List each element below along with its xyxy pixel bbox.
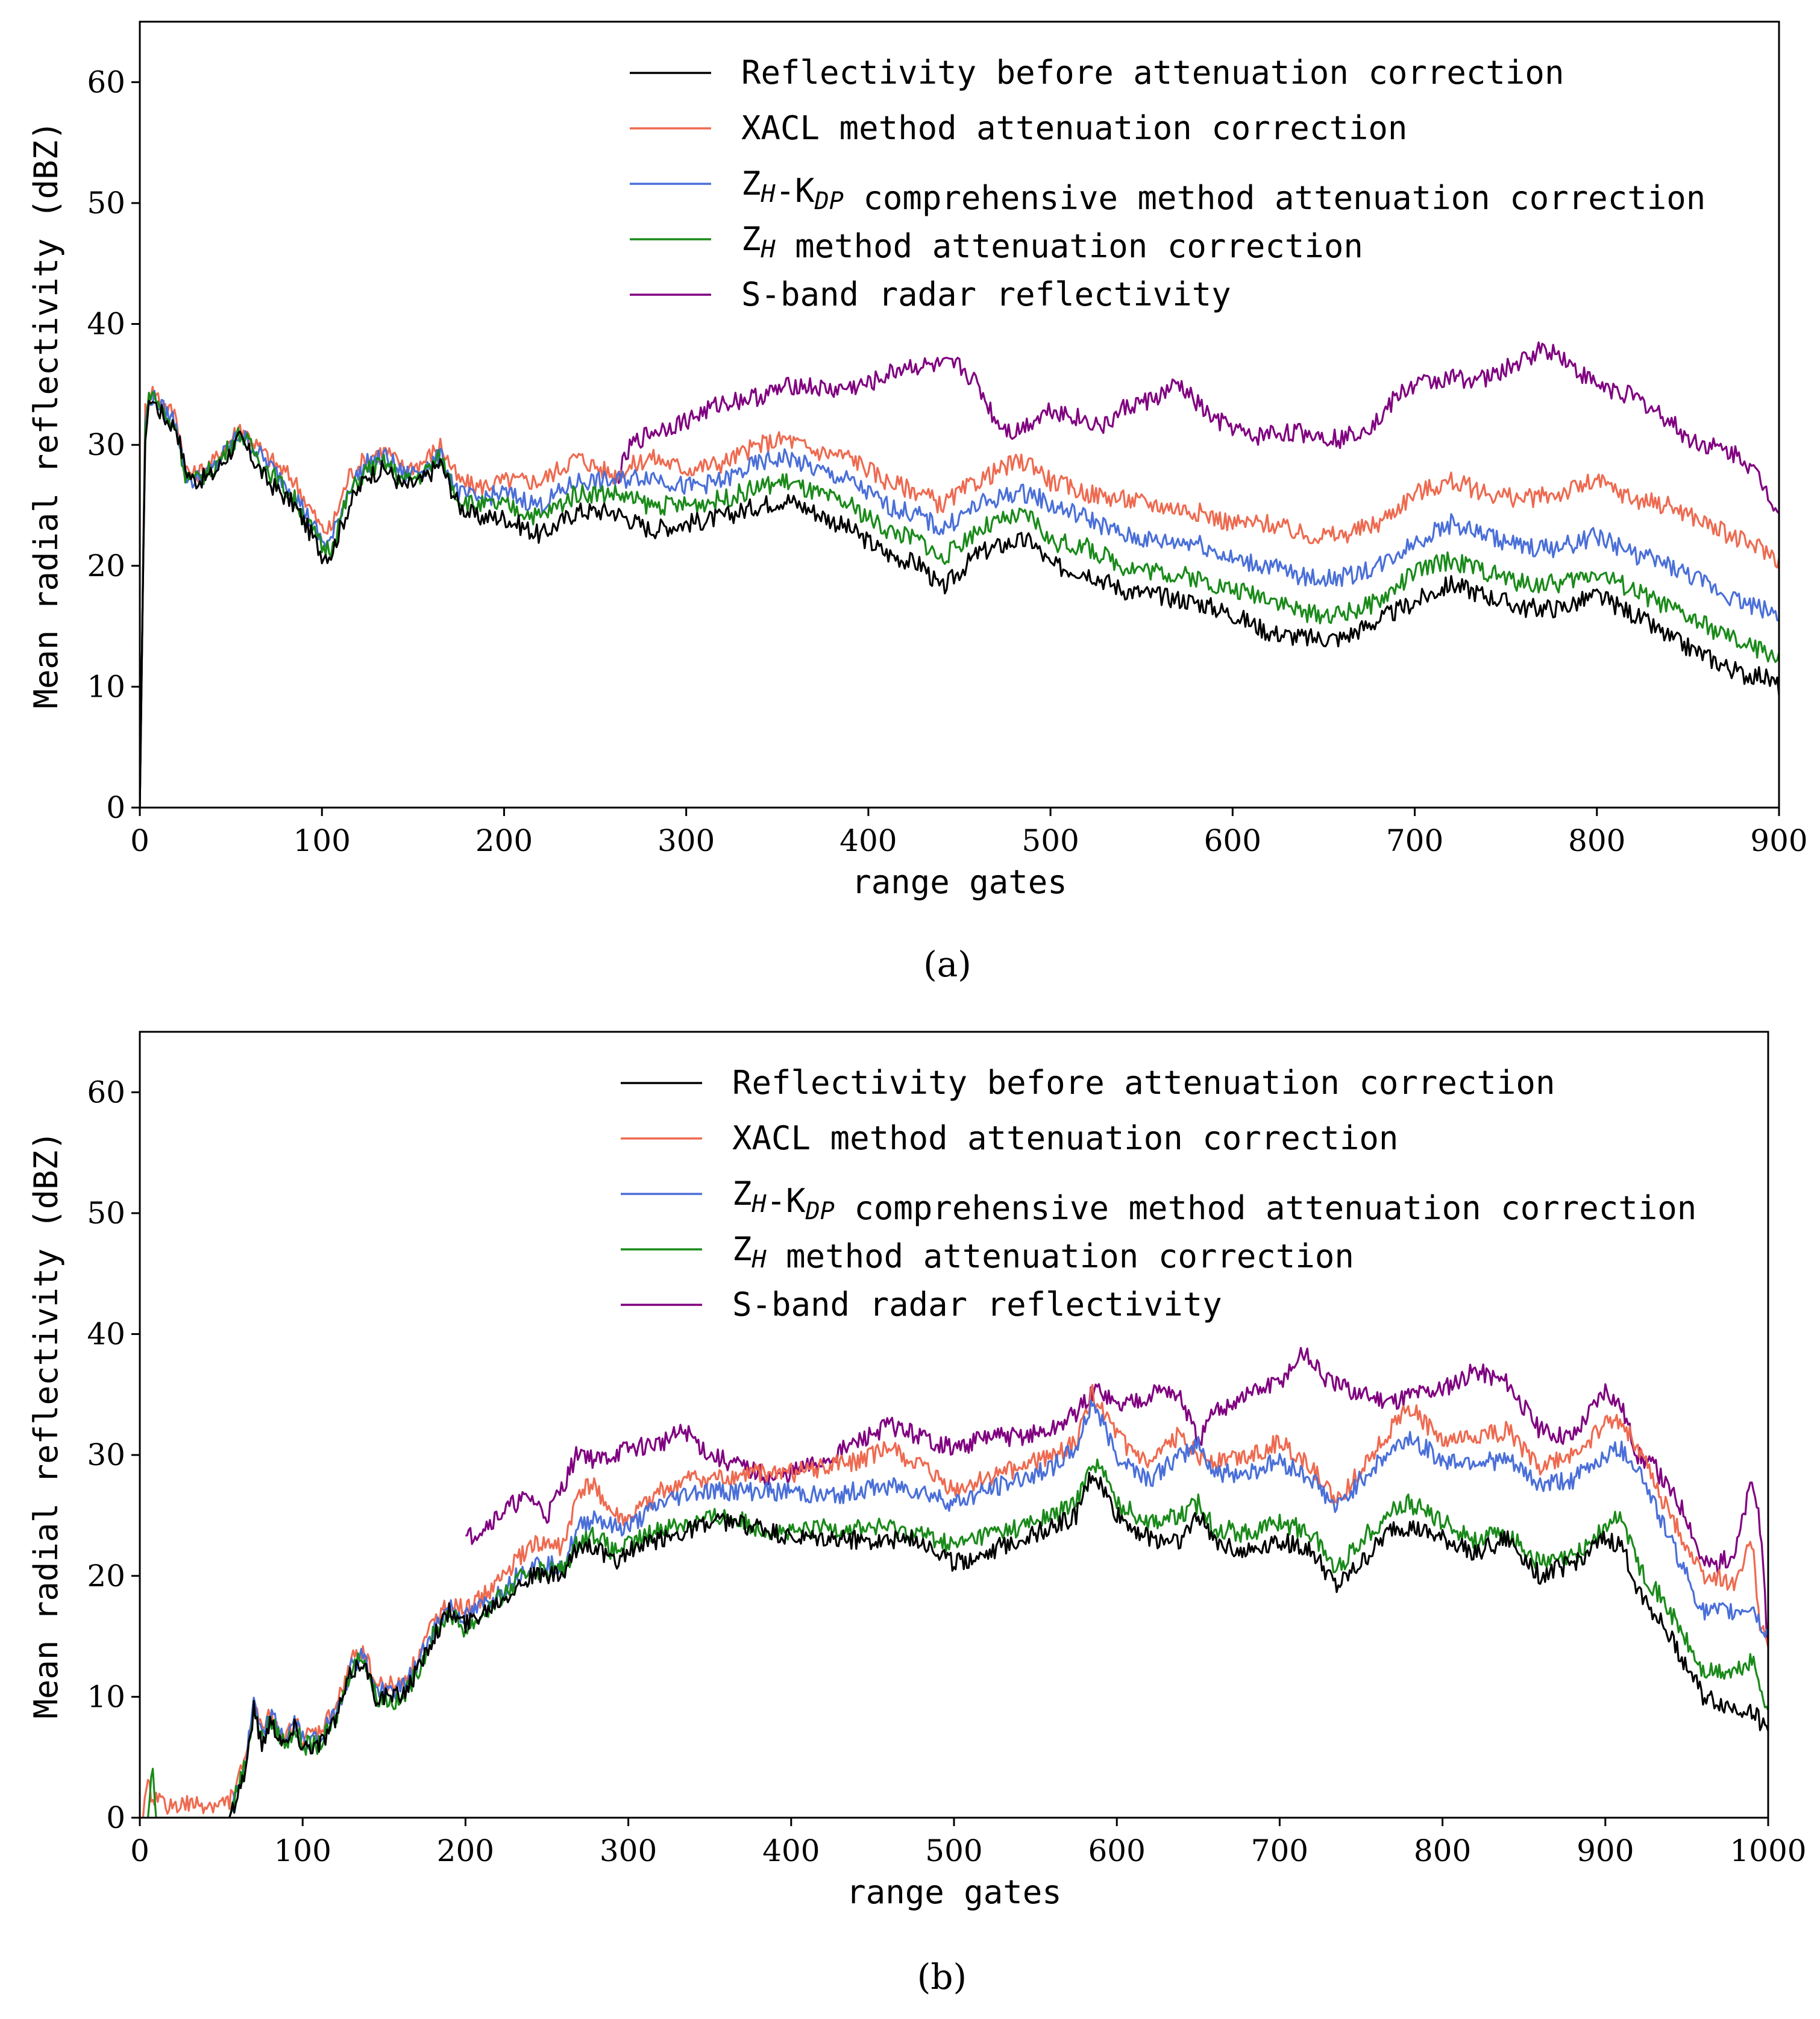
y-tick-label: 20 [87, 1559, 125, 1594]
x-tick-label: 600 [1088, 1833, 1145, 1868]
y-tick-label: 30 [87, 1437, 125, 1472]
legend-label: ZH-KDP comprehensive method attenuation … [741, 165, 1705, 217]
series-line [613, 341, 1779, 514]
x-tick-label: 1000 [1730, 1833, 1806, 1868]
y-tick-label: 0 [106, 790, 125, 825]
series-group [142, 1346, 1768, 1818]
x-tick-label: 600 [1204, 823, 1261, 858]
legend-label: Reflectivity before attenuation correcti… [732, 1064, 1555, 1102]
x-tick-label: 900 [1750, 823, 1807, 858]
y-tick-label: 50 [87, 1196, 125, 1231]
x-tick-label: 800 [1568, 823, 1625, 858]
y-tick-label: 30 [87, 427, 125, 462]
x-tick-label: 700 [1251, 1833, 1308, 1868]
figure-caption: (b) [917, 1956, 967, 1997]
y-tick-label: 60 [87, 1075, 125, 1110]
figure-caption: (a) [923, 944, 971, 985]
legend-label: XACL method attenuation correction [732, 1119, 1398, 1157]
series-line [140, 389, 1779, 808]
x-tick-label: 300 [600, 1833, 657, 1868]
x-tick-label: 0 [130, 1833, 149, 1868]
series-line [146, 1459, 1768, 1818]
series-line [140, 391, 1779, 808]
plot-frame [139, 20, 1780, 809]
series-line [140, 386, 1779, 808]
legend-label: ZH method attenuation correction [732, 1230, 1354, 1275]
series-line [140, 400, 1779, 808]
x-tick-label: 100 [274, 1833, 331, 1868]
y-tick-label: 50 [87, 186, 125, 221]
chart-b: 0 100 200 300 400 500 600 700 800 900 1000 0 10 20 30 4… [27, 1031, 1807, 1997]
x-tick-label: 500 [1021, 823, 1079, 858]
y-tick-label: 20 [87, 548, 125, 583]
x-tick-label: 0 [130, 823, 149, 858]
legend-label: XACL method attenuation correction [741, 109, 1407, 147]
legend-label: ZH method attenuation correction [741, 220, 1363, 265]
x-tick-label: 500 [925, 1833, 982, 1868]
series-line [228, 1472, 1768, 1818]
x-tick-label: 200 [437, 1833, 494, 1868]
x-tick-label: 400 [762, 1833, 820, 1868]
series-line [142, 1384, 1768, 1818]
x-tick-label: 300 [657, 823, 715, 858]
legend: Reflectivity before attenuation correcti… [630, 54, 1705, 313]
y-tick-label: 10 [87, 669, 125, 704]
x-tick-label: 100 [293, 823, 351, 858]
legend-label: S-band radar reflectivity [732, 1286, 1222, 1323]
x-axis-label: range gates [852, 863, 1067, 901]
x-tick-label: 200 [475, 823, 533, 858]
y-tick-label: 40 [87, 307, 125, 342]
y-axis-label: Mean radial reflectivity (dBZ) [27, 121, 65, 708]
x-tick-label: 800 [1414, 1833, 1471, 1868]
series-line [465, 1346, 1768, 1645]
x-tick-label: 900 [1577, 1833, 1634, 1868]
y-tick-label: 0 [106, 1800, 125, 1835]
series-group [140, 341, 1779, 808]
legend: Reflectivity before attenuation correcti… [621, 1064, 1696, 1323]
series-line [228, 1399, 1768, 1818]
y-axis-label: Mean radial reflectivity (dBZ) [27, 1131, 65, 1718]
y-tick-label: 10 [87, 1679, 125, 1714]
y-tick-label: 40 [87, 1317, 125, 1352]
x-axis-label: range gates [846, 1873, 1062, 1911]
x-tick-label: 400 [839, 823, 897, 858]
chart-a: 0 100 200 300 400 500 600 700 800 900 0 10 20 30 40 50 6… [27, 20, 1808, 985]
x-tick-label: 700 [1386, 823, 1443, 858]
y-tick-label: 60 [87, 64, 125, 99]
legend-label: S-band radar reflectivity [741, 275, 1231, 313]
legend-label: Reflectivity before attenuation correcti… [741, 54, 1564, 92]
legend-label: ZH-KDP comprehensive method attenuation … [732, 1175, 1696, 1227]
